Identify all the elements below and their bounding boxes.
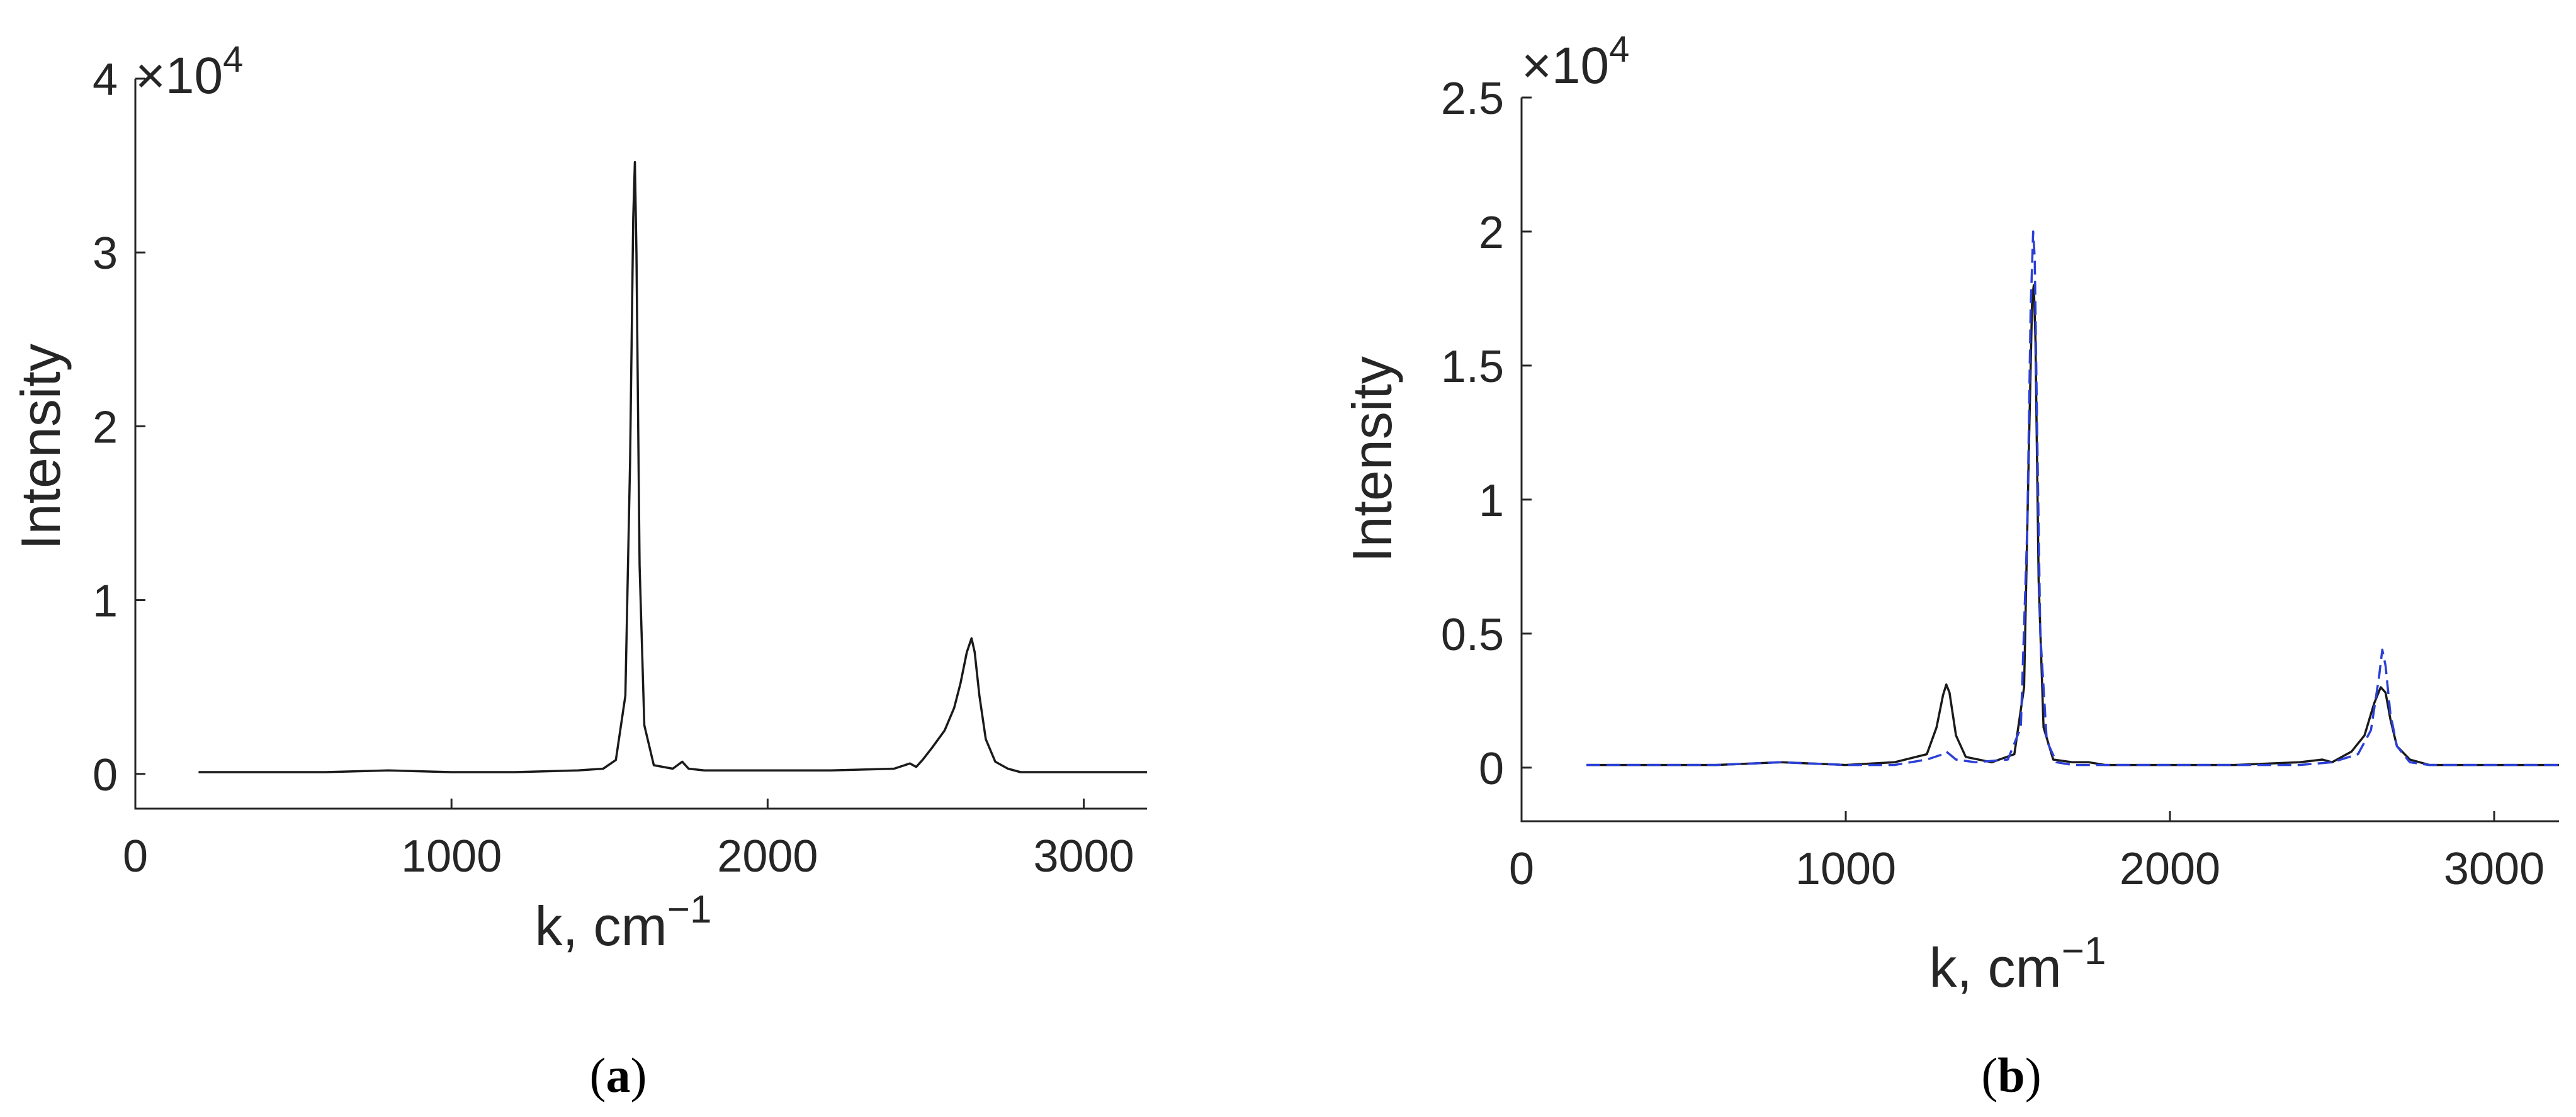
panel-b-x-tick-label: 1000 <box>1795 844 1896 894</box>
panel-b-y-tick-label: 1 <box>1479 476 1504 526</box>
panel-a-caption-close: ) <box>631 1048 647 1103</box>
panel-a-exponent-base: ×10 <box>135 47 223 104</box>
panel-a-x-tick-label: 2000 <box>717 831 818 882</box>
panel-b-y-tick-label: 2 <box>1479 208 1504 258</box>
panel-b-x-tick-label: 3000 <box>2444 844 2545 894</box>
panel-b-series-1-line <box>1586 284 2559 766</box>
panel-b-x-axis-label-main: k, cm <box>1929 936 2062 999</box>
panel-a-x-tick-label: 0 <box>123 831 148 882</box>
panel-b-y-tick-label: 2.5 <box>1441 74 1504 124</box>
panel-a-caption-letter: a <box>606 1048 631 1103</box>
panel-a-y-ticks: 0 1 2 3 4 <box>93 55 145 800</box>
panel-b-y-ticks: 0 0.5 1 1.5 2 2.5 <box>1441 74 1532 794</box>
panel-b-x-ticks: 0 1000 2000 3000 <box>1509 811 2545 894</box>
panel-b-y-tick-label: 1.5 <box>1441 342 1504 392</box>
panel-b-plot <box>1586 230 2559 766</box>
panel-b-series-2-line <box>1586 230 2559 766</box>
panel-a-x-tick-label: 3000 <box>1033 831 1134 882</box>
panel-b-y-tick-label: 0.5 <box>1441 610 1504 660</box>
panel-b-y-axis-label: Intensity <box>1341 356 1403 563</box>
panel-a-x-axis-label-main: k, cm <box>535 895 667 957</box>
panel-b-x-tick-label: 2000 <box>2120 844 2220 894</box>
panel-b-axes <box>1520 98 2559 822</box>
panel-a-caption-open: ( <box>590 1048 606 1103</box>
panel-a-plot <box>198 160 1147 773</box>
panel-a-y-tick-label: 4 <box>93 55 118 105</box>
panel-a-x-ticks: 0 1000 2000 3000 <box>123 799 1134 882</box>
panel-b: 0 0.5 1 1.5 2 2.5 0 1000 2000 3000 ×104 Intensit… <box>1341 29 2559 1103</box>
panel-a-caption: (a) <box>590 1048 647 1103</box>
panel-a-y-tick-label: 2 <box>93 402 118 452</box>
panel-b-caption-open: ( <box>1981 1048 1997 1103</box>
panel-b-exponent: ×104 <box>1522 29 1629 94</box>
panel-b-caption: (b) <box>1981 1048 2041 1103</box>
panel-b-x-tick-label: 0 <box>1509 844 1534 894</box>
panel-b-y-tick-label: 0 <box>1479 744 1504 794</box>
panel-a-y-tick-label: 3 <box>93 228 118 279</box>
panel-a-x-axis-label: k, cm−1 <box>535 888 712 957</box>
panel-a-x-axis-label-sup: −1 <box>667 888 712 931</box>
panel-a-series-1-line <box>198 160 1147 773</box>
panel-a-exponent-power: 4 <box>223 39 243 80</box>
panel-b-caption-letter: b <box>1997 1048 2025 1103</box>
panel-b-exponent-base: ×10 <box>1522 37 1609 94</box>
panel-b-x-axis-label-sup: −1 <box>2062 929 2106 973</box>
panel-b-exponent-power: 4 <box>1609 29 1629 70</box>
panel-a-axes <box>134 79 1147 810</box>
panel-a-exponent: ×104 <box>135 39 243 104</box>
panel-a-y-tick-label: 1 <box>93 576 118 627</box>
panel-b-x-axis-label: k, cm−1 <box>1929 929 2106 999</box>
panel-a-y-axis-label: Intensity <box>9 344 72 550</box>
panel-a-y-tick-label: 0 <box>93 750 118 800</box>
panel-a-x-tick-label: 1000 <box>401 831 502 882</box>
panel-b-caption-close: ) <box>2025 1048 2042 1103</box>
